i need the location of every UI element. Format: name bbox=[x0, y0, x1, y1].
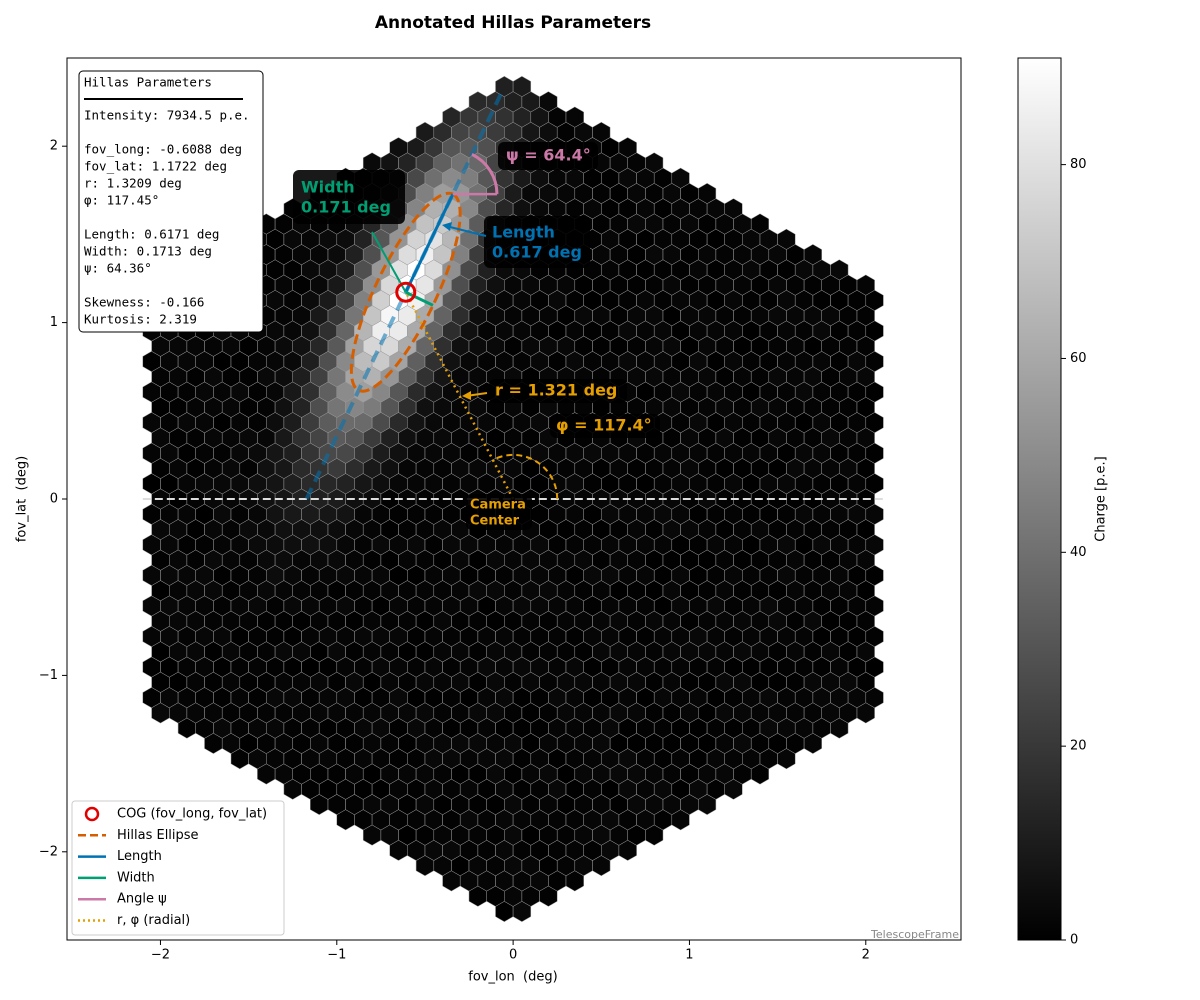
y-tick-label: −1 bbox=[39, 668, 58, 683]
x-tick-label: −2 bbox=[151, 948, 170, 963]
info-line: φ: 117.45° bbox=[84, 193, 159, 208]
pixel bbox=[565, 106, 584, 128]
annotation-box bbox=[550, 414, 660, 438]
info-box-frame bbox=[78, 70, 264, 333]
center-annotation: Center bbox=[470, 514, 520, 529]
y-tick-label: 1 bbox=[50, 315, 58, 330]
annotation-box bbox=[498, 142, 598, 170]
phi-arc bbox=[492, 453, 559, 500]
chart-title: Annotated Hillas Parameters bbox=[375, 13, 651, 33]
pixel bbox=[698, 183, 717, 204]
r-arrowhead bbox=[462, 391, 471, 400]
legend-frame bbox=[71, 800, 285, 936]
pixel bbox=[618, 137, 637, 159]
y-axis-label: fov_lat (deg) bbox=[15, 456, 30, 542]
x-tick-label: 2 bbox=[862, 948, 870, 963]
y-tick-label: 2 bbox=[50, 139, 58, 154]
legend-label: Angle ψ bbox=[117, 892, 167, 907]
center-annotation: Camera bbox=[470, 498, 526, 513]
info-box: Hillas Parameters Intensity: 7934.5 p.e. f… bbox=[78, 70, 264, 333]
length-arrow bbox=[445, 225, 487, 237]
colorbar-tick-label: 80 bbox=[1070, 157, 1087, 172]
x-tick-label: −1 bbox=[327, 948, 346, 963]
annotation-box bbox=[466, 494, 532, 530]
colorbar-tick-label: 60 bbox=[1070, 351, 1087, 366]
width-annotation: 0.171 deg bbox=[301, 198, 391, 217]
info-line: r: 1.3209 deg bbox=[84, 176, 182, 191]
y-tick-label: 0 bbox=[50, 492, 58, 507]
width-line bbox=[405, 290, 434, 307]
annotation-box bbox=[489, 379, 627, 403]
pixel bbox=[512, 76, 532, 97]
legend-label: r, φ (radial) bbox=[117, 913, 190, 928]
length-annotation: Length bbox=[492, 223, 555, 242]
cog-marker bbox=[395, 281, 417, 303]
legend-label: Length bbox=[117, 849, 162, 864]
info-line: fov_lat: 1.1722 deg bbox=[84, 159, 227, 174]
r-annotation: r = 1.321 deg bbox=[495, 381, 617, 400]
pixel bbox=[592, 121, 611, 143]
colorbar-tick-label: 40 bbox=[1070, 545, 1087, 560]
pixel bbox=[777, 228, 796, 250]
width-connector bbox=[371, 231, 407, 293]
length-line bbox=[404, 193, 455, 293]
legend-label: COG (fov_long, fov_lat) bbox=[117, 807, 267, 822]
pixel bbox=[750, 213, 770, 235]
x-axis-label: fov_lon (deg) bbox=[468, 970, 557, 985]
length-annotation: 0.617 deg bbox=[492, 243, 582, 262]
camera-pixels bbox=[142, 76, 884, 922]
colorbar-tick-label: 0 bbox=[1070, 933, 1078, 948]
x-tick-label: 1 bbox=[685, 948, 693, 963]
x-tick-label: 0 bbox=[509, 948, 517, 963]
y-tick-label: −2 bbox=[39, 844, 58, 859]
length-arrowhead bbox=[442, 222, 452, 231]
colorbar-label: Charge [p.e.] bbox=[1094, 456, 1109, 541]
legend-label: Hillas Ellipse bbox=[117, 828, 199, 843]
legend-swatch bbox=[84, 806, 100, 822]
info-line: Skewness: -0.166 bbox=[84, 295, 204, 310]
annotation-box bbox=[293, 170, 405, 224]
psi-annotation: ψ = 64.4° bbox=[506, 146, 591, 165]
info-line: Length: 0.6171 deg bbox=[84, 227, 219, 242]
colorbar bbox=[1017, 57, 1062, 941]
pixel bbox=[539, 91, 558, 113]
pixel bbox=[724, 198, 743, 220]
info-line: ψ: 64.36° bbox=[84, 261, 152, 276]
info-line: Intensity: 7934.5 p.e. bbox=[84, 108, 250, 123]
info-line: Kurtosis: 2.319 bbox=[84, 312, 197, 327]
phi-annotation: φ = 117.4° bbox=[556, 416, 652, 435]
legend-label: Width bbox=[117, 870, 155, 885]
frame-label: TelescopeFrame bbox=[870, 928, 959, 941]
info-line: fov_long: -0.6088 deg bbox=[84, 142, 242, 157]
pixel bbox=[830, 259, 849, 281]
pixel bbox=[856, 274, 875, 296]
width-annotation: Width bbox=[301, 178, 355, 197]
pixel bbox=[671, 167, 690, 189]
annotation-box bbox=[484, 216, 590, 268]
pixel bbox=[803, 244, 822, 266]
colorbar-tick-label: 20 bbox=[1070, 739, 1087, 754]
info-line: Hillas Parameters bbox=[84, 75, 212, 90]
pixel bbox=[645, 152, 664, 174]
info-line: Width: 0.1713 deg bbox=[84, 244, 212, 259]
psi-arc bbox=[471, 153, 499, 195]
legend: COG (fov_long, fov_lat) Hillas Ellipse Len… bbox=[71, 800, 285, 936]
